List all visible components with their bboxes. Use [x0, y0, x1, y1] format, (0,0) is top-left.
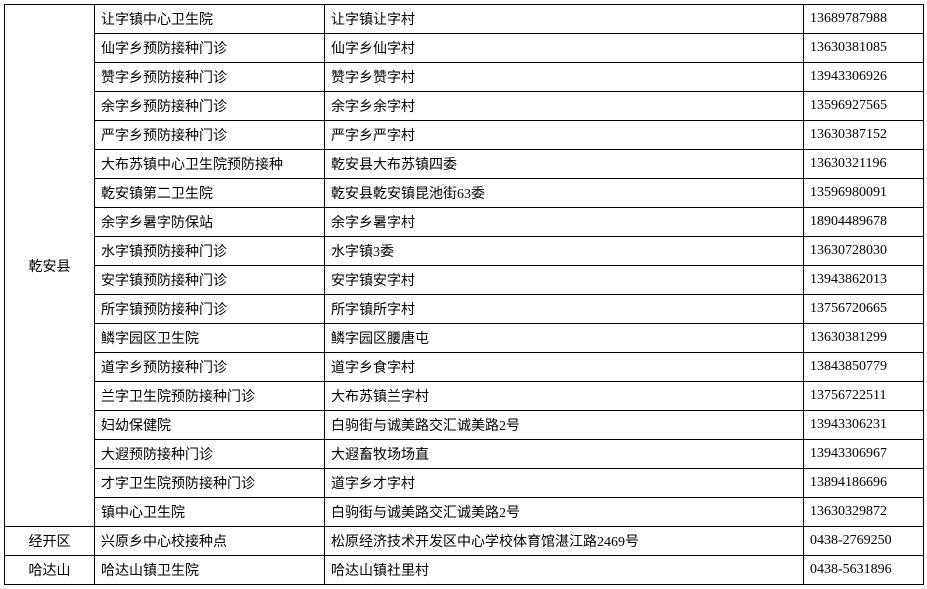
district-cell: 哈达山	[5, 556, 95, 585]
phone-cell: 13843850779	[804, 353, 924, 382]
facility-cell: 余字乡暑字防保站	[95, 208, 325, 237]
table-row: 乾安镇第二卫生院乾安县乾安镇昆池街63委13596980091	[5, 179, 924, 208]
facility-cell: 让字镇中心卫生院	[95, 5, 325, 34]
address-cell: 严字乡严字村	[325, 121, 804, 150]
table-row: 大遐预防接种门诊大遐畜牧场场直13943306967	[5, 440, 924, 469]
phone-cell: 13943306926	[804, 63, 924, 92]
facility-cell: 余字乡预防接种门诊	[95, 92, 325, 121]
facility-cell: 大遐预防接种门诊	[95, 440, 325, 469]
phone-cell: 13596927565	[804, 92, 924, 121]
phone-cell: 13894186696	[804, 469, 924, 498]
address-cell: 仙字乡仙字村	[325, 34, 804, 63]
address-cell: 安字镇安字村	[325, 266, 804, 295]
phone-cell: 13943306967	[804, 440, 924, 469]
table-row: 鳞字园区卫生院鳞字园区腰唐屯13630381299	[5, 324, 924, 353]
address-cell: 鳞字园区腰唐屯	[325, 324, 804, 353]
address-cell: 所字镇所字村	[325, 295, 804, 324]
table-row: 妇幼保健院白驹街与诚美路交汇诚美路2号13943306231	[5, 411, 924, 440]
phone-cell: 13756720665	[804, 295, 924, 324]
address-cell: 道字乡才字村	[325, 469, 804, 498]
address-cell: 白驹街与诚美路交汇诚美路2号	[325, 498, 804, 527]
table-row: 严字乡预防接种门诊严字乡严字村13630387152	[5, 121, 924, 150]
table-row: 水字镇预防接种门诊水字镇3委13630728030	[5, 237, 924, 266]
address-cell: 水字镇3委	[325, 237, 804, 266]
table-row: 所字镇预防接种门诊所字镇所字村13756720665	[5, 295, 924, 324]
facility-cell: 兴原乡中心校接种点	[95, 527, 325, 556]
facility-cell: 才字卫生院预防接种门诊	[95, 469, 325, 498]
address-cell: 白驹街与诚美路交汇诚美路2号	[325, 411, 804, 440]
facility-cell: 鳞字园区卫生院	[95, 324, 325, 353]
phone-cell: 0438-2769250	[804, 527, 924, 556]
facility-cell: 道字乡预防接种门诊	[95, 353, 325, 382]
address-cell: 乾安县大布苏镇四委	[325, 150, 804, 179]
facility-cell: 严字乡预防接种门诊	[95, 121, 325, 150]
address-cell: 松原经济技术开发区中心学校体育馆湛江路2469号	[325, 527, 804, 556]
phone-cell: 18904489678	[804, 208, 924, 237]
facility-cell: 哈达山镇卫生院	[95, 556, 325, 585]
facility-cell: 大布苏镇中心卫生院预防接种	[95, 150, 325, 179]
facility-cell: 兰字卫生院预防接种门诊	[95, 382, 325, 411]
phone-cell: 13630329872	[804, 498, 924, 527]
phone-cell: 13630321196	[804, 150, 924, 179]
district-cell: 经开区	[5, 527, 95, 556]
address-cell: 余字乡余字村	[325, 92, 804, 121]
table-row: 乾安县让字镇中心卫生院让字镇让字村13689787988	[5, 5, 924, 34]
phone-cell: 13943306231	[804, 411, 924, 440]
address-cell: 余字乡暑字村	[325, 208, 804, 237]
address-cell: 大遐畜牧场场直	[325, 440, 804, 469]
phone-cell: 13689787988	[804, 5, 924, 34]
facility-cell: 水字镇预防接种门诊	[95, 237, 325, 266]
table-row: 经开区兴原乡中心校接种点松原经济技术开发区中心学校体育馆湛江路2469号0438…	[5, 527, 924, 556]
address-cell: 让字镇让字村	[325, 5, 804, 34]
table-row: 余字乡预防接种门诊余字乡余字村13596927565	[5, 92, 924, 121]
table-row: 大布苏镇中心卫生院预防接种乾安县大布苏镇四委13630321196	[5, 150, 924, 179]
facility-cell: 乾安镇第二卫生院	[95, 179, 325, 208]
address-cell: 乾安县乾安镇昆池街63委	[325, 179, 804, 208]
facility-cell: 安字镇预防接种门诊	[95, 266, 325, 295]
phone-cell: 13630381085	[804, 34, 924, 63]
phone-cell: 13756722511	[804, 382, 924, 411]
table-row: 才字卫生院预防接种门诊道字乡才字村13894186696	[5, 469, 924, 498]
table-row: 兰字卫生院预防接种门诊大布苏镇兰字村13756722511	[5, 382, 924, 411]
table-row: 安字镇预防接种门诊安字镇安字村13943862013	[5, 266, 924, 295]
phone-cell: 0438-5631896	[804, 556, 924, 585]
phone-cell: 13630381299	[804, 324, 924, 353]
table-row: 余字乡暑字防保站余字乡暑字村18904489678	[5, 208, 924, 237]
facility-cell: 妇幼保健院	[95, 411, 325, 440]
address-cell: 道字乡食字村	[325, 353, 804, 382]
table-row: 镇中心卫生院白驹街与诚美路交汇诚美路2号13630329872	[5, 498, 924, 527]
district-cell: 乾安县	[5, 5, 95, 527]
phone-cell: 13596980091	[804, 179, 924, 208]
phone-cell: 13630728030	[804, 237, 924, 266]
address-cell: 赞字乡赞字村	[325, 63, 804, 92]
table-row: 赞字乡预防接种门诊赞字乡赞字村13943306926	[5, 63, 924, 92]
address-cell: 哈达山镇社里村	[325, 556, 804, 585]
table-row: 道字乡预防接种门诊道字乡食字村13843850779	[5, 353, 924, 382]
facility-cell: 仙字乡预防接种门诊	[95, 34, 325, 63]
phone-cell: 13943862013	[804, 266, 924, 295]
phone-cell: 13630387152	[804, 121, 924, 150]
facility-cell: 镇中心卫生院	[95, 498, 325, 527]
facility-cell: 所字镇预防接种门诊	[95, 295, 325, 324]
table-row: 哈达山哈达山镇卫生院哈达山镇社里村0438-5631896	[5, 556, 924, 585]
vaccination-sites-table: 乾安县让字镇中心卫生院让字镇让字村13689787988仙字乡预防接种门诊仙字乡…	[4, 4, 924, 585]
address-cell: 大布苏镇兰字村	[325, 382, 804, 411]
table-row: 仙字乡预防接种门诊仙字乡仙字村13630381085	[5, 34, 924, 63]
facility-cell: 赞字乡预防接种门诊	[95, 63, 325, 92]
